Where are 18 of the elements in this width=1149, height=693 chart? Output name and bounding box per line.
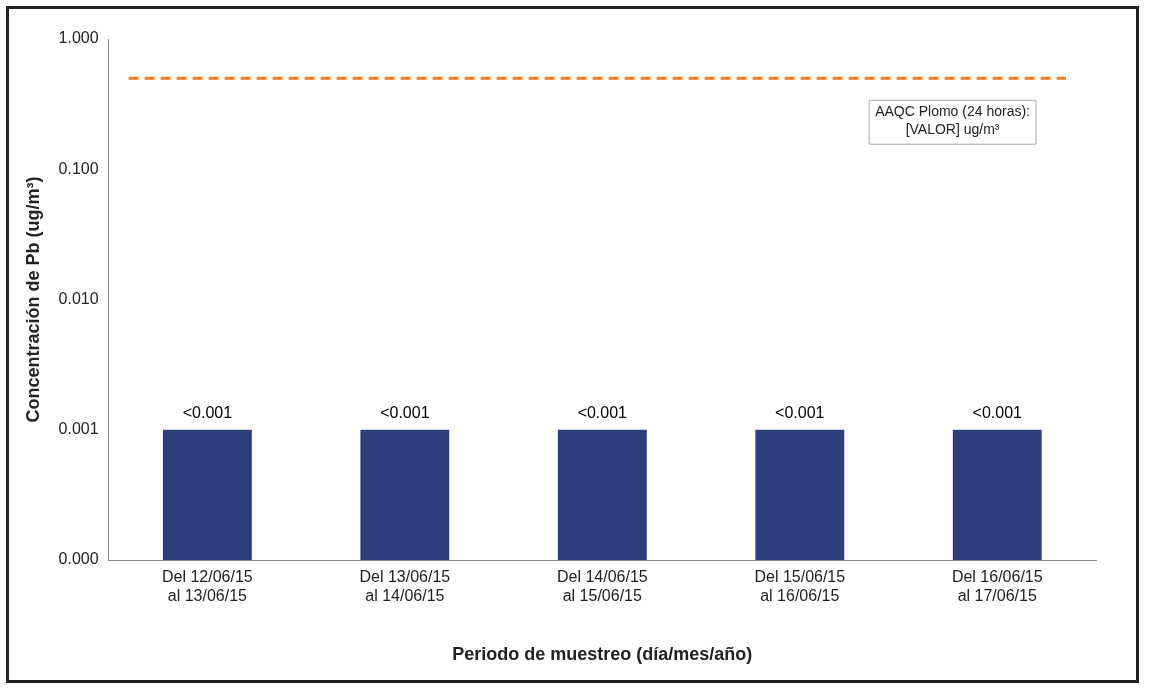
y-tick-label: 0.010 xyxy=(58,289,99,307)
data-label: <0.001 xyxy=(182,404,233,422)
x-axis-title: Periodo de muestreo (día/mes/año) xyxy=(452,644,753,665)
x-tick-label: Del 12/06/15 al 13/06/15 xyxy=(162,568,253,605)
y-tick-label: 0.000 xyxy=(58,550,99,568)
y-tick-label: 0.100 xyxy=(58,159,99,177)
y-tick-label: 1.000 xyxy=(58,29,99,47)
x-tick-label: Del 13/06/15 al 14/06/15 xyxy=(359,568,451,605)
data-label: <0.001 xyxy=(775,404,825,422)
data-label: <0.001 xyxy=(972,404,1023,422)
x-tick-label: Del 15/06/15 al 16/06/15 xyxy=(754,568,846,605)
y-axis-title: Concentración de Pb (ug/m³) xyxy=(22,176,43,423)
x-tick-label: Del 16/06/15 al 17/06/15 xyxy=(951,568,1043,605)
y-tick-label: 0.001 xyxy=(58,420,99,438)
data-label: <0.001 xyxy=(577,404,628,422)
data-label: <0.001 xyxy=(380,404,430,422)
ref-line-label: AAQC Plomo (24 horas): [VALOR] ug/m³ xyxy=(875,103,1030,138)
x-tick-label: Del 14/06/15 al 15/06/15 xyxy=(556,568,648,605)
